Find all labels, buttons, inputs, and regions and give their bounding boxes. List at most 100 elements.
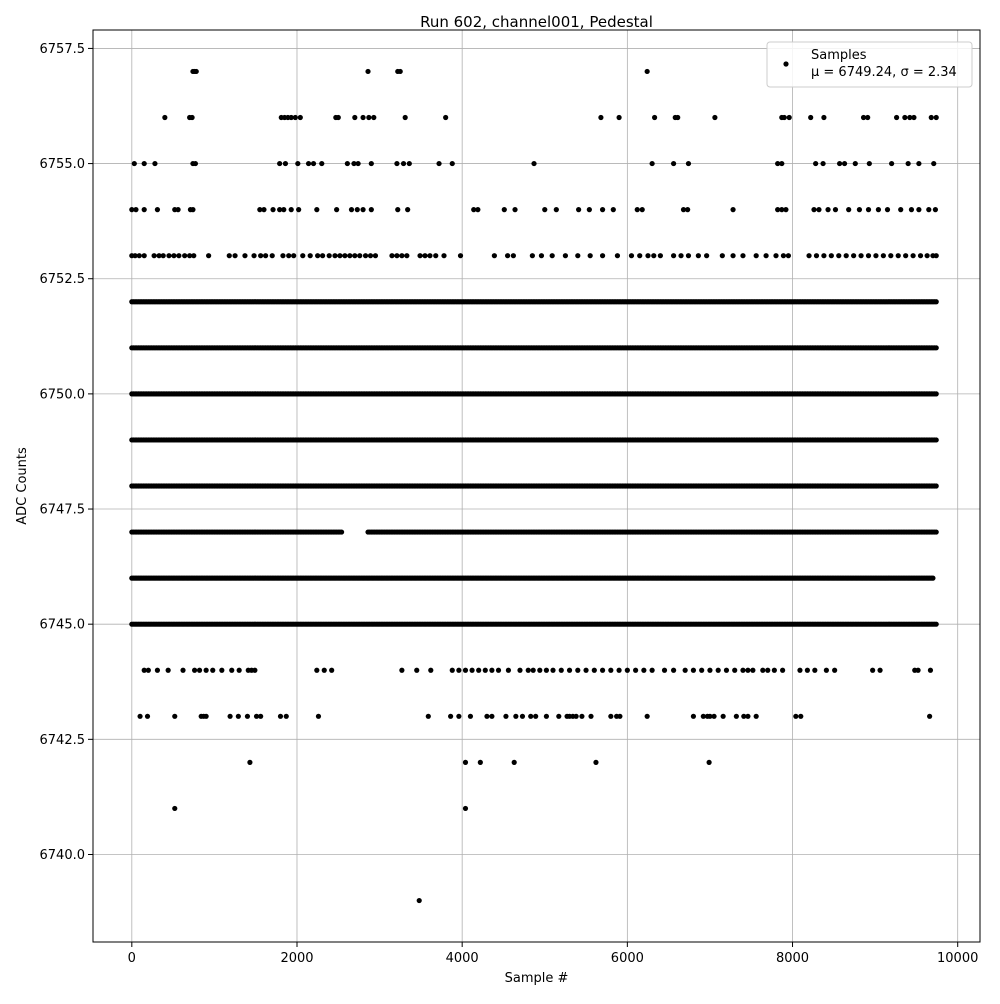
data-point xyxy=(282,160,289,167)
data-point xyxy=(932,207,939,213)
data-point xyxy=(286,253,292,259)
data-point xyxy=(645,253,651,259)
data-point xyxy=(637,253,643,259)
data-point xyxy=(280,253,286,259)
data-point xyxy=(608,713,614,719)
data-point xyxy=(399,667,405,673)
data-point xyxy=(720,713,726,719)
data-point xyxy=(365,68,371,75)
data-point xyxy=(175,207,181,213)
data-point xyxy=(917,253,924,259)
data-point xyxy=(519,713,526,719)
data-point xyxy=(639,207,645,213)
data-point xyxy=(471,207,477,213)
data-point xyxy=(573,713,579,719)
data-point xyxy=(229,667,235,673)
data-point xyxy=(865,114,871,121)
data-point xyxy=(405,207,411,213)
data-point xyxy=(763,253,769,259)
data-point xyxy=(628,253,635,259)
data-point xyxy=(296,207,302,213)
data-point xyxy=(760,667,766,673)
y-tick-label: 6755.0 xyxy=(40,157,86,172)
data-point xyxy=(617,713,623,719)
data-point xyxy=(131,160,137,167)
data-point xyxy=(706,759,712,765)
data-point xyxy=(475,207,481,213)
data-point xyxy=(489,713,495,719)
data-point xyxy=(406,160,412,167)
x-tick-label: 0 xyxy=(128,951,136,966)
data-point xyxy=(193,68,199,75)
data-point xyxy=(933,437,939,443)
x-tick-label: 8000 xyxy=(776,951,809,966)
data-point xyxy=(553,207,559,213)
data-point xyxy=(598,114,604,121)
data-point xyxy=(877,667,883,673)
data-point xyxy=(297,114,303,121)
data-point xyxy=(898,207,904,213)
data-point xyxy=(888,253,894,259)
data-point xyxy=(812,667,818,673)
data-point xyxy=(145,667,151,673)
data-point xyxy=(732,667,738,673)
data-point xyxy=(165,667,171,673)
data-point xyxy=(634,207,640,213)
data-point xyxy=(192,160,199,167)
data-point xyxy=(242,253,248,259)
data-point xyxy=(332,253,338,259)
data-point xyxy=(566,667,573,673)
data-point xyxy=(711,713,717,719)
data-point xyxy=(319,160,325,167)
data-point xyxy=(389,253,395,259)
data-point xyxy=(884,207,891,213)
data-point xyxy=(843,253,849,259)
data-point xyxy=(141,160,147,167)
data-point xyxy=(933,299,939,305)
data-point xyxy=(133,207,139,213)
data-point xyxy=(244,713,251,719)
x-tick-label: 10000 xyxy=(937,951,978,966)
data-point xyxy=(456,713,462,719)
data-point xyxy=(828,253,834,259)
y-tick-label: 6745.0 xyxy=(40,618,86,633)
data-point xyxy=(258,253,264,259)
y-tick-label: 6742.5 xyxy=(40,733,86,748)
data-point xyxy=(319,253,326,259)
data-point xyxy=(504,253,511,259)
data-point xyxy=(707,667,713,673)
data-point xyxy=(753,713,759,719)
data-point xyxy=(258,713,264,719)
data-point xyxy=(132,253,138,259)
data-point xyxy=(462,805,469,812)
data-point xyxy=(141,667,147,673)
data-point xyxy=(695,253,701,259)
data-point xyxy=(467,713,474,719)
data-point xyxy=(785,253,791,259)
data-point xyxy=(342,253,348,259)
x-tick-label: 4000 xyxy=(446,951,479,966)
data-point xyxy=(649,160,655,167)
data-point xyxy=(449,160,455,167)
data-point xyxy=(329,667,335,673)
data-point xyxy=(160,253,166,259)
legend-label-samples: Samples xyxy=(811,48,867,63)
data-point xyxy=(261,207,267,213)
data-point xyxy=(933,621,939,627)
data-point xyxy=(908,207,915,213)
data-point xyxy=(191,667,198,673)
data-point xyxy=(511,759,517,765)
data-point xyxy=(821,253,827,259)
data-point xyxy=(931,160,937,167)
data-point xyxy=(402,114,408,121)
data-point xyxy=(362,253,369,259)
data-points xyxy=(129,68,939,904)
data-point xyxy=(712,114,718,121)
data-point xyxy=(162,114,168,121)
data-point xyxy=(821,114,827,121)
data-point xyxy=(690,713,697,719)
data-point xyxy=(372,253,379,259)
data-point xyxy=(895,253,901,259)
data-point xyxy=(367,253,374,259)
data-point xyxy=(644,713,650,719)
